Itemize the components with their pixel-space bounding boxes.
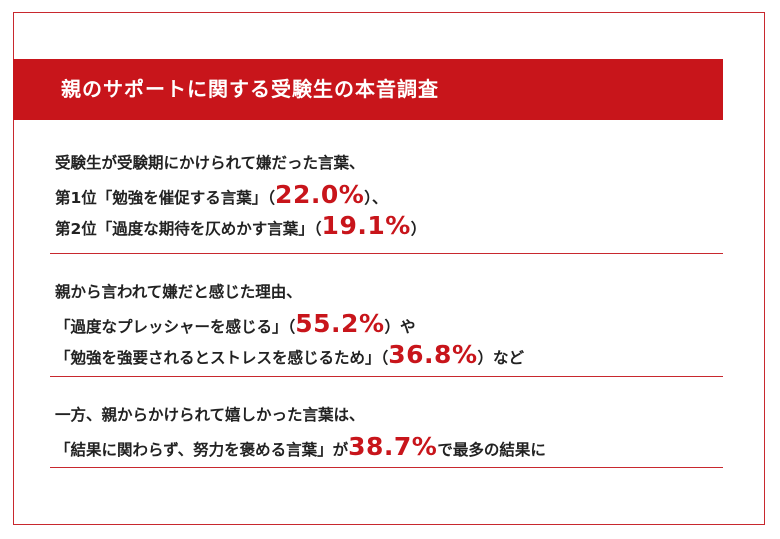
finding-1-rank-2-text: 第2位「過度な期待を仄めかす言葉」（ [55,220,322,238]
finding-2-line-2: 「過度なプレッシャーを感じる」（55.2%）や [55,308,524,339]
finding-1-line-3: 第2位「過度な期待を仄めかす言葉」（19.1%） [55,210,426,241]
finding-1-line-1: 受験生が受験期にかけられて嫌だった言葉、 [55,154,365,172]
page-title: 親のサポートに関する受験生の本音調査 [61,77,439,101]
finding-2-reason-1-suffix: ）や [384,318,416,336]
finding-1-line-2: 第1位「勉強を催促する言葉」（22.0%）、 [55,179,426,210]
outer-frame [13,12,765,525]
finding-2-reason-2-percent: 36.8% [388,340,478,369]
section-divider [50,253,723,254]
finding-3-top-text: 「結果に関わらず、努力を褒める言葉」が [55,441,349,459]
finding-dislike-reasons: 親から言われて嫌だと感じた理由、 「過度なプレッシャーを感じる」（55.2%）や… [55,277,524,370]
finding-1-rank-2-suffix: ） [410,220,427,238]
finding-disliked-words: 受験生が受験期にかけられて嫌だった言葉、 第1位「勉強を催促する言葉」（22.0… [55,148,426,241]
finding-2-line-3: 「勉強を強要されるとストレスを感じるため」（36.8%）など [55,339,524,370]
finding-1-rank-1-suffix: ）、 [364,189,388,207]
finding-2-reason-2-text: 「勉強を強要されるとストレスを感じるため」（ [55,349,389,367]
finding-3-line-2: 「結果に関わらず、努力を褒める言葉」が38.7%で最多の結果に [55,431,546,462]
finding-1-rank-2-percent: 19.1% [321,211,411,240]
finding-1-rank-1-text: 第1位「勉強を催促する言葉」（ [55,189,276,207]
section-divider [50,376,723,377]
finding-2-line-1: 親から言われて嫌だと感じた理由、 [55,283,302,301]
finding-3-line-1: 一方、親からかけられて嬉しかった言葉は、 [55,406,365,424]
finding-liked-words: 一方、親からかけられて嬉しかった言葉は、 「結果に関わらず、努力を褒める言葉」が… [55,400,546,462]
finding-3-top-percent: 38.7% [348,432,438,461]
finding-3-top-suffix: で最多の結果に [437,441,546,459]
section-divider [50,467,723,468]
finding-2-reason-1-percent: 55.2% [295,309,385,338]
finding-1-rank-1-percent: 22.0% [275,180,365,209]
finding-2-reason-2-suffix: ）など [477,349,525,367]
title-banner: 親のサポートに関する受験生の本音調査 [13,59,723,120]
finding-2-reason-1-text: 「過度なプレッシャーを感じる」（ [55,318,296,336]
